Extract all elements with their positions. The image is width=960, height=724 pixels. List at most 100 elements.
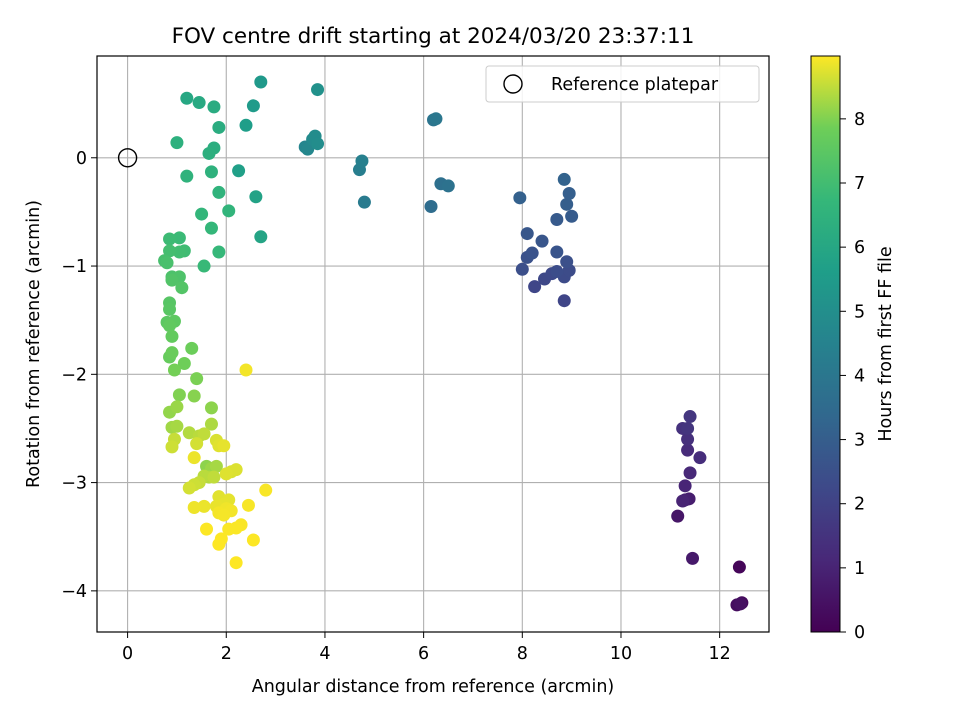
data-point: [520, 227, 534, 241]
data-point: [209, 459, 223, 473]
x-axis-label: Angular distance from reference (arcmin): [252, 677, 615, 697]
data-point: [163, 302, 177, 316]
legend-reference-marker: [503, 74, 523, 94]
data-point: [187, 389, 201, 403]
colorbar-gradient: [810, 55, 841, 633]
y-tick-label: −1: [61, 257, 87, 277]
data-point: [175, 281, 189, 295]
data-point: [239, 363, 253, 377]
data-point: [170, 136, 184, 150]
data-point: [232, 164, 246, 178]
y-tick-label: −3: [61, 474, 87, 494]
data-point: [229, 556, 243, 570]
data-point: [187, 451, 201, 465]
data-point: [355, 154, 369, 168]
data-point: [185, 341, 199, 355]
data-point: [212, 537, 226, 551]
data-point: [163, 244, 177, 258]
x-tick-label: 10: [610, 644, 632, 664]
data-point: [202, 146, 216, 160]
data-point: [259, 483, 273, 497]
colorbar-label: Hours from first FF file: [876, 246, 896, 441]
y-axis-label: Rotation from reference (arcmin): [24, 200, 44, 488]
data-point: [170, 419, 184, 433]
data-point: [301, 142, 315, 156]
colorbar-tick-label: 7: [854, 174, 865, 194]
reference-platepar-marker: [117, 148, 138, 168]
colorbar-tick-label: 3: [854, 431, 865, 451]
data-point: [515, 262, 529, 276]
data-point: [182, 481, 196, 495]
data-point: [204, 417, 218, 431]
x-tick-label: 12: [709, 644, 731, 664]
data-point: [681, 421, 695, 435]
x-tick-label: 8: [517, 644, 528, 664]
data-point: [165, 273, 179, 287]
data-point: [550, 212, 564, 226]
data-point: [239, 118, 253, 132]
data-point: [197, 259, 211, 273]
data-point: [172, 231, 186, 245]
data-point: [190, 437, 204, 451]
data-point: [241, 498, 255, 512]
data-point: [165, 329, 179, 343]
data-point: [172, 388, 186, 402]
data-point: [229, 463, 243, 477]
data-point: [733, 597, 747, 611]
colorbar-tick-label: 2: [854, 495, 865, 515]
data-point: [565, 209, 579, 223]
colorbar: 0 1 2 3 4 5 6 7 8 Hours from first FF file: [810, 55, 896, 643]
data-point: [429, 112, 443, 126]
data-point: [219, 467, 233, 481]
x-tick-label: 4: [319, 644, 330, 664]
data-point: [197, 499, 211, 513]
legend-entry-label: Reference platepar: [551, 75, 719, 95]
data-point: [212, 120, 226, 134]
colorbar-tick-label: 1: [854, 559, 865, 579]
data-point: [557, 172, 571, 186]
data-point: [200, 522, 214, 536]
data-point: [180, 91, 194, 105]
data-point: [683, 410, 697, 424]
data-point: [249, 190, 263, 204]
x-tick-label: 6: [418, 644, 429, 664]
data-point: [212, 245, 226, 259]
colorbar-tick-label: 6: [854, 238, 865, 258]
plot-frame: [96, 55, 770, 633]
data-point: [671, 509, 685, 523]
colorbar-tick-label: 0: [854, 623, 865, 643]
data-point: [357, 195, 371, 209]
data-point: [311, 83, 325, 97]
chart-title: FOV centre drift starting at 2024/03/20 …: [172, 24, 695, 49]
data-point: [204, 165, 218, 179]
axes: 0 2 4 6 8 10 12 −4 −3 −2 −1 0: [61, 149, 731, 664]
data-point: [190, 372, 204, 386]
data-point: [424, 199, 438, 213]
data-point: [732, 560, 746, 574]
data-point: [177, 356, 191, 370]
data-point: [686, 551, 700, 565]
data-point: [167, 363, 181, 377]
data-point: [676, 494, 690, 508]
data-point: [207, 470, 221, 484]
data-point: [311, 137, 325, 151]
colorbar-tick-label: 8: [854, 110, 865, 130]
data-point: [165, 440, 179, 454]
data-point: [163, 232, 177, 246]
data-point: [681, 443, 695, 457]
data-point: [513, 191, 527, 205]
data-point: [562, 187, 576, 201]
data-point: [525, 246, 539, 260]
data-point: [192, 96, 206, 110]
y-tick-label: −2: [61, 365, 87, 385]
data-point: [550, 245, 564, 259]
data-point: [204, 401, 218, 415]
colorbar-tick-label: 4: [854, 366, 865, 386]
data-point: [678, 479, 692, 493]
data-point: [217, 439, 231, 453]
x-tick-label: 2: [221, 644, 232, 664]
data-point: [163, 319, 177, 333]
data-point: [550, 264, 564, 278]
